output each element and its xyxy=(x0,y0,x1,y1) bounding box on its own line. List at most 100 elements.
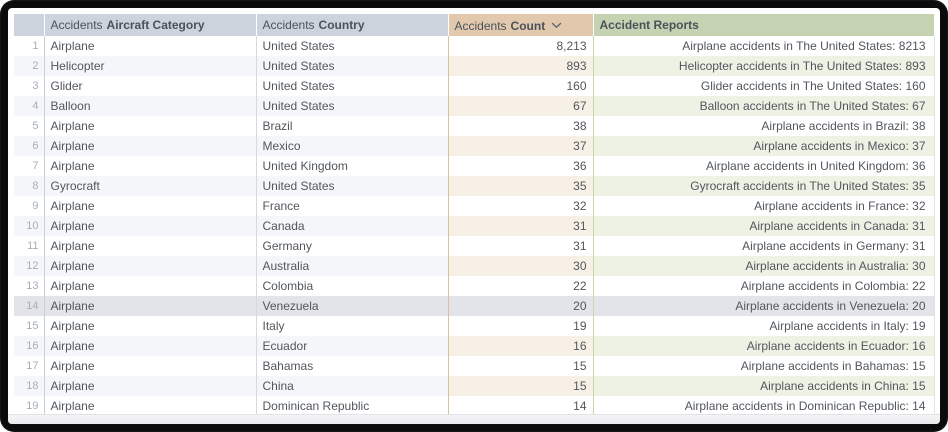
row-number-header xyxy=(14,14,45,36)
row-number: 8 xyxy=(14,176,45,196)
table-row[interactable]: 18 Airplane China 15 Airplane accidents … xyxy=(14,376,935,396)
column-header-count[interactable]: Accidents Count xyxy=(448,14,594,36)
row-number: 18 xyxy=(14,376,45,396)
column-prefix: Accidents xyxy=(454,18,507,33)
table-row[interactable]: 6 Airplane Mexico 37 Airplane accidents … xyxy=(14,136,935,156)
cell-country: Colombia xyxy=(256,276,448,296)
table-row[interactable]: 3 Glider United States 160 Glider accide… xyxy=(14,76,935,96)
cell-aircraft-category: Airplane xyxy=(44,196,257,216)
row-number: 15 xyxy=(14,316,45,336)
cell-aircraft-category: Airplane xyxy=(44,216,257,236)
cell-accident-report: Airplane accidents in Australia: 30 xyxy=(593,256,935,276)
row-number: 4 xyxy=(14,96,45,116)
cell-count: 893 xyxy=(447,56,594,76)
cell-count: 14 xyxy=(447,396,594,416)
column-name: Aircraft Category xyxy=(106,18,205,32)
table-row[interactable]: 9 Airplane France 32 Airplane accidents … xyxy=(14,196,935,216)
header-row: Accidents Aircraft Category Accidents Coun… xyxy=(14,14,934,36)
cell-aircraft-category: Airplane xyxy=(44,36,257,56)
cell-count: 38 xyxy=(447,116,594,136)
cell-aircraft-category: Airplane xyxy=(44,156,257,176)
cell-count: 37 xyxy=(447,136,594,156)
column-name: Country xyxy=(318,18,365,32)
cell-accident-report: Airplane accidents in Germany: 31 xyxy=(593,236,935,256)
cell-aircraft-category: Airplane xyxy=(44,296,257,316)
cell-count: 16 xyxy=(447,336,594,356)
cell-accident-report: Airplane accidents in The United States:… xyxy=(593,36,935,56)
column-header-accident-reports[interactable]: Accident Reports xyxy=(593,14,934,36)
cell-accident-report: Airplane accidents in Venezuela: 20 xyxy=(593,296,935,316)
row-number: 9 xyxy=(14,196,45,216)
cell-count: 30 xyxy=(447,256,594,276)
row-number: 5 xyxy=(14,116,45,136)
cell-accident-report: Airplane accidents in Canada: 31 xyxy=(593,216,935,236)
cell-accident-report: Airplane accidents in United Kingdom: 36 xyxy=(593,156,935,176)
table-row[interactable]: 5 Airplane Brazil 38 Airplane accidents … xyxy=(14,116,935,136)
row-number: 14 xyxy=(14,296,45,316)
column-header-country[interactable]: Accidents Country xyxy=(256,14,449,36)
cell-accident-report: Gyrocraft accidents in The United States… xyxy=(593,176,935,196)
row-number: 6 xyxy=(14,136,45,156)
cell-country: Germany xyxy=(256,236,448,256)
table-row[interactable]: 7 Airplane United Kingdom 36 Airplane ac… xyxy=(14,156,935,176)
table-row[interactable]: 17 Airplane Bahamas 15 Airplane accident… xyxy=(14,356,935,376)
cell-accident-report: Airplane accidents in Italy: 19 xyxy=(593,316,935,336)
cell-country: United States xyxy=(256,176,448,196)
cell-aircraft-category: Airplane xyxy=(44,276,257,296)
cell-country: United States xyxy=(256,56,448,76)
cell-aircraft-category: Airplane xyxy=(44,396,257,416)
column-prefix: Accidents xyxy=(262,18,315,32)
table-row[interactable]: 15 Airplane Italy 19 Airplane accidents … xyxy=(14,316,935,336)
cell-count: 15 xyxy=(447,356,594,376)
table-container: Accidents Aircraft Category Accidents Coun… xyxy=(8,8,940,416)
row-number: 7 xyxy=(14,156,45,176)
cell-country: Australia xyxy=(256,256,448,276)
table-row[interactable]: 4 Balloon United States 67 Balloon accid… xyxy=(14,96,935,116)
cell-accident-report: Airplane accidents in Colombia: 22 xyxy=(593,276,935,296)
cell-count: 36 xyxy=(447,156,594,176)
cell-accident-report: Balloon accidents in The United States: … xyxy=(593,96,935,116)
cell-country: United States xyxy=(256,76,448,96)
horizontal-scrollbar[interactable] xyxy=(8,414,940,424)
cell-aircraft-category: Helicopter xyxy=(44,56,257,76)
cell-count: 8,213 xyxy=(447,36,594,56)
row-number: 10 xyxy=(14,216,45,236)
table-row[interactable]: 16 Airplane Ecuador 16 Airplane accident… xyxy=(14,336,935,356)
table-row[interactable]: 11 Airplane Germany 31 Airplane accident… xyxy=(14,236,935,256)
column-header-aircraft-category[interactable]: Accidents Aircraft Category xyxy=(44,14,257,36)
row-number: 1 xyxy=(14,36,45,56)
cell-country: Brazil xyxy=(256,116,448,136)
cell-accident-report: Airplane accidents in Bahamas: 15 xyxy=(593,356,935,376)
cell-count: 22 xyxy=(447,276,594,296)
cell-count: 160 xyxy=(447,76,594,96)
chevron-down-icon xyxy=(551,18,562,32)
table-row[interactable]: 8 Gyrocraft United States 35 Gyrocraft a… xyxy=(14,176,935,196)
table-row[interactable]: 12 Airplane Australia 30 Airplane accide… xyxy=(14,256,935,276)
column-name: Accident Reports xyxy=(599,18,699,32)
table-row[interactable]: 14 Airplane Venezuela 20 Airplane accide… xyxy=(14,296,935,316)
cell-accident-report: Airplane accidents in Dominican Republic… xyxy=(593,396,935,416)
cell-accident-report: Airplane accidents in Mexico: 37 xyxy=(593,136,935,156)
cell-count: 67 xyxy=(447,96,594,116)
table-row[interactable]: 13 Airplane Colombia 22 Airplane acciden… xyxy=(14,276,935,296)
cell-aircraft-category: Gyrocraft xyxy=(44,176,257,196)
column-prefix: Accidents xyxy=(50,18,103,32)
cell-country: Canada xyxy=(256,216,448,236)
table-row[interactable]: 1 Airplane United States 8,213 Airplane … xyxy=(14,36,935,56)
table-row[interactable]: 2 Helicopter United States 893 Helicopte… xyxy=(14,56,935,76)
cell-country: China xyxy=(256,376,448,396)
cell-accident-report: Airplane accidents in France: 32 xyxy=(593,196,935,216)
accidents-table: Accidents Aircraft Category Accidents Coun… xyxy=(14,14,935,416)
cell-aircraft-category: Glider xyxy=(44,76,257,96)
table-row[interactable]: 19 Airplane Dominican Republic 14 Airpla… xyxy=(14,396,935,416)
cell-aircraft-category: Airplane xyxy=(44,356,257,376)
table-row[interactable]: 10 Airplane Canada 31 Airplane accidents… xyxy=(14,216,935,236)
cell-country: Mexico xyxy=(256,136,448,156)
cell-country: United States xyxy=(256,96,448,116)
cell-count: 31 xyxy=(447,216,594,236)
cell-count: 15 xyxy=(447,376,594,396)
cell-accident-report: Airplane accidents in Brazil: 38 xyxy=(593,116,935,136)
cell-aircraft-category: Airplane xyxy=(44,136,257,156)
row-number: 3 xyxy=(14,76,45,96)
cell-country: Dominican Republic xyxy=(256,396,448,416)
